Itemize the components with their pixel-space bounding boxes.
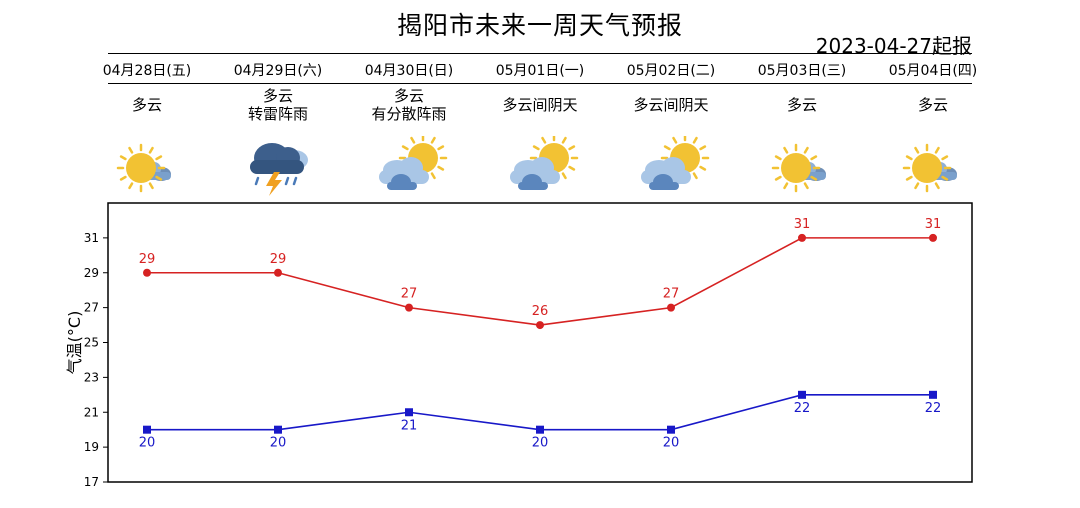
day-date: 04月29日(六): [233, 63, 323, 79]
day-condition: 多云间阴天: [606, 96, 736, 114]
y-axis-label: 气温(°C): [65, 311, 84, 375]
day-condition-line: 多云间阴天: [502, 96, 578, 114]
day-condition-line: 多云: [393, 87, 424, 105]
partly-cloudy-icon: [641, 136, 710, 190]
high-temp-label: 31: [794, 217, 811, 232]
day-condition-line: 多云: [917, 96, 948, 114]
low-temp-point: [667, 425, 675, 434]
day-condition-line: 转雷阵雨: [247, 105, 308, 123]
y-tick-label: 29: [84, 266, 99, 280]
low-temp-label: 21: [401, 418, 418, 433]
high-temp-point: [798, 233, 806, 242]
low-temp-line: [147, 394, 933, 431]
high-temp-label: 27: [663, 287, 680, 302]
day-date: 05月02日(二): [626, 63, 716, 79]
y-tick-label: 19: [84, 440, 99, 454]
day-condition: 多云: [82, 96, 212, 114]
low-temp-label: 20: [532, 436, 549, 451]
high-temp-label: 29: [270, 252, 287, 267]
low-temp-label: 20: [663, 436, 680, 451]
day-condition: 多云 转雷阵雨: [213, 87, 343, 123]
day-condition-line: 多云: [262, 87, 293, 105]
header-top-rule: [108, 53, 972, 54]
day-condition-line: 多云: [131, 96, 162, 114]
day-condition: 多云间阴天: [475, 96, 605, 114]
high-temp-label: 27: [401, 287, 418, 302]
low-temp-label: 22: [794, 401, 811, 416]
high-temp-point: [929, 233, 937, 242]
high-temp-point: [405, 303, 413, 312]
high-temp-label: 31: [925, 217, 942, 232]
day-condition-line: 多云间阴天: [633, 96, 709, 114]
day-condition: 多云: [868, 96, 998, 114]
header-mid-rule: [108, 83, 972, 84]
day-date: 05月03日(三): [757, 63, 847, 79]
low-temp-point: [929, 390, 937, 399]
thunderstorm-icon: [250, 143, 308, 196]
high-temp-point: [536, 321, 544, 330]
high-temp-point: [274, 268, 282, 277]
high-temp-point: [667, 303, 675, 312]
low-temp-point: [798, 390, 806, 399]
high-temp-point: [143, 268, 151, 277]
y-tick-label: 21: [84, 405, 99, 419]
day-condition: 多云 有分散阵雨: [344, 87, 474, 123]
day-date: 04月28日(五): [102, 63, 192, 79]
low-temp-point: [143, 425, 151, 434]
issue-date: 2023-04-27起报: [815, 34, 972, 58]
day-date: 05月01日(一): [495, 63, 585, 79]
low-temp-point: [536, 425, 544, 434]
day-date: 04月30日(日): [364, 63, 454, 79]
day-date: 05月04日(四): [888, 63, 978, 79]
y-tick-label: 25: [84, 336, 99, 350]
day-condition-line: 多云: [786, 96, 817, 114]
y-tick-label: 31: [84, 231, 99, 245]
y-tick-label: 23: [84, 370, 99, 384]
low-temp-point: [274, 425, 282, 434]
day-condition-line: 有分散阵雨: [371, 105, 447, 123]
low-temp-label: 20: [139, 436, 156, 451]
sun-behind-cloud-icon: [902, 143, 957, 193]
high-temp-label: 26: [532, 304, 549, 319]
sun-behind-cloud-icon: [116, 143, 171, 193]
y-tick-label: 17: [84, 475, 99, 489]
low-temp-point: [405, 408, 413, 417]
y-tick-label: 27: [84, 301, 99, 315]
sun-behind-cloud-icon: [771, 143, 826, 193]
day-condition: 多云: [737, 96, 867, 114]
partly-cloudy-icon: [510, 136, 579, 190]
low-temp-label: 22: [925, 401, 942, 416]
page-title: 揭阳市未来一周天气预报: [396, 11, 683, 40]
high-temp-label: 29: [139, 252, 156, 267]
low-temp-label: 20: [270, 436, 287, 451]
partly-cloudy-icon: [379, 136, 448, 190]
